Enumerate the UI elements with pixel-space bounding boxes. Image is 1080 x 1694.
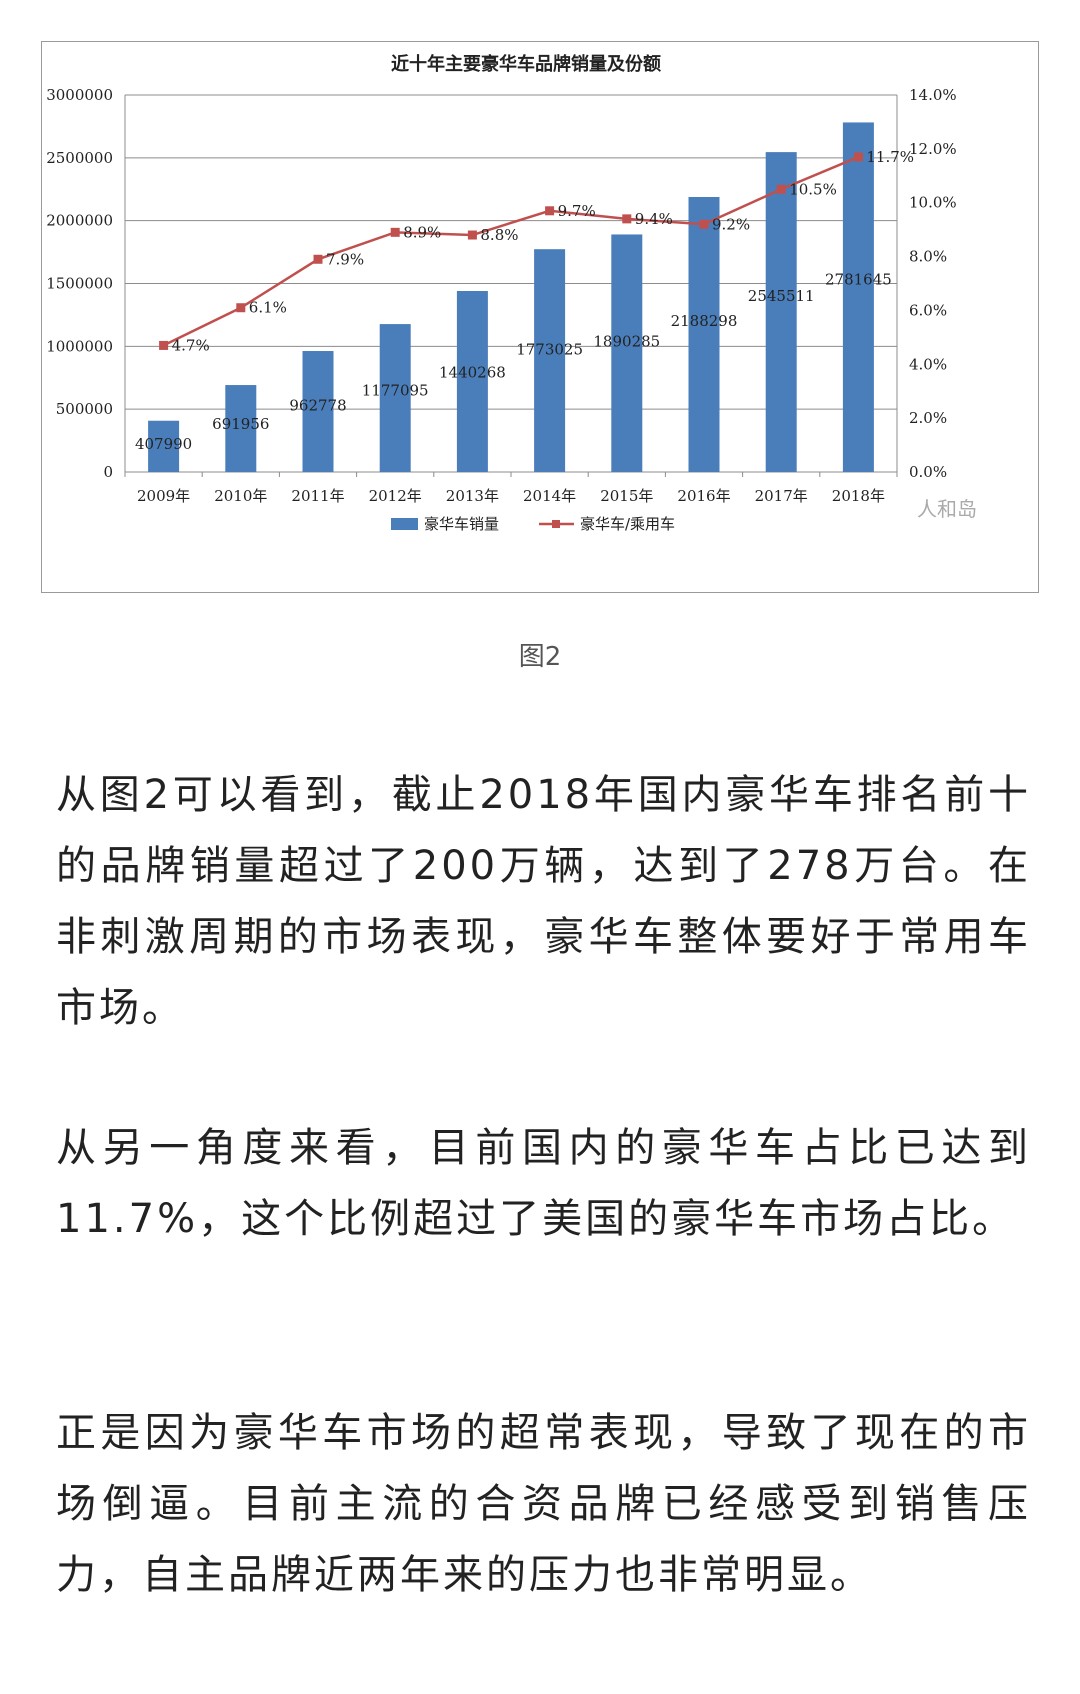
paragraph-1: 从图2可以看到，截止2018年国内豪华车排名前十的品牌销量超过了200万辆，达到… — [56, 772, 1031, 1031]
line-marker — [776, 184, 786, 194]
bar — [534, 249, 566, 472]
y-right-tick-label: 8.0% — [909, 248, 947, 266]
x-tick-label: 2012年 — [369, 487, 422, 505]
x-tick-label: 2018年 — [832, 487, 885, 505]
bar-data-label: 1177095 — [362, 382, 429, 400]
line-marker — [390, 227, 400, 237]
bar — [456, 291, 488, 472]
line-data-label: 9.4% — [635, 210, 673, 228]
x-tick-label: 2014年 — [523, 487, 576, 505]
y-right-tick-label: 12.0% — [909, 140, 957, 158]
bar-data-label: 407990 — [135, 435, 192, 453]
y-right-tick-label: 0.0% — [909, 463, 947, 481]
combo-chart: 近十年主要豪华车品牌销量及份额 0 500000 1000000 1500000 2000… — [46, 53, 977, 533]
x-tick-label: 2015年 — [600, 487, 653, 505]
y-left-tick-label: 500000 — [56, 400, 113, 418]
chart-frame: 近十年主要豪华车品牌销量及份额 0 500000 1000000 1500000 2000… — [41, 41, 1039, 593]
paragraph-2: 从另一角度来看，目前国内的豪华车占比已达到11.7%，这个比例超过了美国的豪华车… — [56, 1125, 1031, 1242]
line-marker — [313, 254, 323, 264]
bar — [225, 385, 257, 472]
bar-data-label: 2545511 — [748, 287, 815, 305]
line-data-label: 8.8% — [480, 226, 518, 244]
bar — [842, 122, 874, 472]
y-left-tick-label: 3000000 — [46, 86, 113, 104]
x-tick-label: 2017年 — [755, 487, 808, 505]
bar — [611, 234, 643, 472]
bar-data-label: 1890285 — [593, 332, 660, 350]
bar-data-label: 1773025 — [516, 340, 583, 358]
bar — [379, 324, 411, 472]
line-marker — [159, 340, 169, 350]
x-tick-label: 2010年 — [214, 487, 267, 505]
line-data-label: 7.9% — [326, 250, 364, 268]
y-right-tick-label: 4.0% — [909, 355, 947, 373]
bar — [302, 351, 334, 472]
x-tick-label: 2013年 — [446, 487, 499, 505]
bar — [765, 152, 797, 472]
bar-data-label: 1440268 — [439, 363, 506, 381]
x-tick-label: 2011年 — [291, 487, 344, 505]
y-left-tick-label: 2500000 — [46, 149, 113, 167]
line-data-label: 9.2% — [712, 215, 750, 233]
line-data-label: 4.7% — [172, 336, 210, 354]
legend-swatch-marker — [552, 520, 560, 528]
bar — [688, 197, 720, 472]
x-tick-label: 2009年 — [137, 487, 190, 505]
figure-caption: 图2 — [518, 642, 562, 672]
line-marker — [699, 219, 709, 229]
legend-label-line: 豪华车/乘用车 — [580, 515, 675, 533]
line-data-label: 10.5% — [789, 180, 837, 198]
line-marker — [467, 230, 477, 240]
line-data-label: 9.7% — [558, 202, 596, 220]
y-left-tick-label: 1000000 — [46, 337, 113, 355]
y-left-tick-label: 1500000 — [46, 275, 113, 293]
paragraph-3: 正是因为豪华车市场的超常表现，导致了现在的市场倒逼。目前主流的合资品牌已经感受到… — [56, 1410, 1031, 1598]
y-right-tick-label: 6.0% — [909, 301, 947, 319]
y-left-tick-label: 0 — [103, 463, 113, 481]
bar-data-label: 691956 — [212, 415, 269, 433]
line-data-label: 11.7% — [866, 148, 914, 166]
line-marker — [545, 206, 555, 216]
y-right-tick-label: 14.0% — [909, 86, 957, 104]
line-marker — [853, 152, 863, 162]
legend-label-bar: 豪华车销量 — [424, 515, 499, 533]
line-marker — [236, 303, 246, 313]
legend-swatch-bar — [391, 518, 418, 530]
line-marker — [622, 214, 632, 224]
bar-data-label: 2188298 — [671, 312, 738, 330]
y-right-tick-label: 2.0% — [909, 409, 947, 427]
x-tick-label: 2016年 — [677, 487, 730, 505]
bar-data-label: 962778 — [289, 396, 346, 414]
bar — [148, 420, 180, 472]
line-series — [163, 155, 859, 347]
bar-data-label: 2781645 — [825, 271, 892, 289]
line-data-label: 6.1% — [249, 299, 287, 317]
chart-title: 近十年主要豪华车品牌销量及份额 — [391, 53, 661, 75]
y-left-tick-label: 2000000 — [46, 212, 113, 230]
watermark-text: 人和岛 — [917, 497, 977, 521]
y-right-tick-label: 10.0% — [909, 194, 957, 212]
line-data-label: 8.9% — [403, 223, 441, 241]
